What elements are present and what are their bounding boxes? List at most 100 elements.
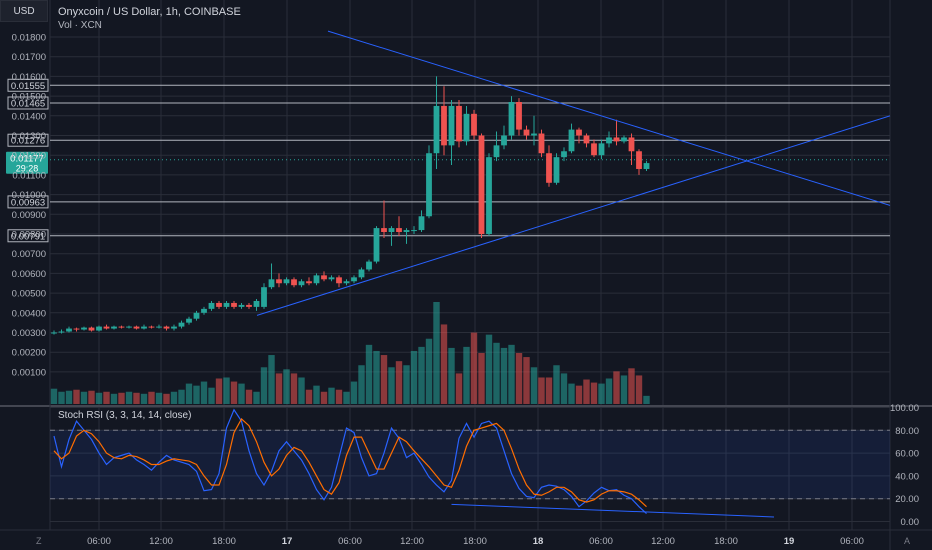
- candle-body: [111, 326, 117, 329]
- candle-body: [523, 129, 530, 136]
- volume-bar: [635, 375, 643, 404]
- volume-bar: [553, 365, 560, 404]
- candle-body: [208, 302, 215, 309]
- volume-bar: [275, 373, 283, 404]
- candle-body: [133, 326, 140, 329]
- price-tick-label: 0.00600: [12, 269, 46, 280]
- volume-bar: [103, 391, 110, 404]
- time-tick-label: 12:00: [149, 536, 173, 547]
- volume-bar: [268, 355, 275, 404]
- candle-body: [441, 105, 447, 146]
- volume-bar: [245, 389, 253, 404]
- time-tick-label: 18:00: [463, 536, 487, 547]
- volume-bar: [163, 393, 170, 404]
- candle-body: [538, 133, 545, 154]
- volume-bar: [583, 379, 590, 404]
- volume-bar: [455, 373, 463, 404]
- candle-body: [81, 327, 87, 330]
- candle-body: [51, 332, 57, 334]
- candle-body: [471, 113, 477, 136]
- timezone-button[interactable]: Z: [36, 536, 42, 546]
- level-tag: [7, 96, 49, 110]
- volume-bar: [223, 377, 230, 404]
- candle-body: [486, 157, 492, 234]
- candle-body: [283, 279, 290, 284]
- candle-body: [418, 216, 425, 231]
- volume-bar: [358, 365, 365, 404]
- volume-bar: [515, 353, 523, 404]
- volume-bar: [290, 373, 298, 404]
- price-tick-label: 0.01800: [12, 33, 46, 44]
- price-tick-label: 0.01000: [12, 190, 46, 201]
- volume-bar: [148, 391, 155, 404]
- volume-bar: [440, 324, 448, 404]
- price-tick-label: 0.00400: [12, 308, 46, 319]
- volume-bar: [140, 393, 148, 404]
- level-tag: [7, 195, 49, 209]
- price-tick-label: 0.01700: [12, 52, 46, 63]
- volume-bar: [373, 350, 380, 404]
- candle-body: [561, 151, 567, 158]
- volume-bar: [335, 389, 343, 404]
- volume-bar: [350, 381, 358, 404]
- volume-bar: [500, 347, 508, 404]
- candle-body: [576, 129, 582, 136]
- rsi-tick-label: 0.00: [901, 517, 920, 528]
- candle-body: [276, 279, 282, 284]
- rsi-tick-label: 100.00: [890, 403, 919, 414]
- level-tag-label: 0.01555: [11, 81, 45, 92]
- volume-bar: [343, 391, 350, 404]
- candle-body: [546, 153, 552, 183]
- price-tick-label: 0.01100: [12, 170, 46, 181]
- candle-body: [636, 151, 642, 169]
- rsi-tick-label: 40.00: [895, 471, 919, 482]
- volume-bar: [260, 367, 268, 404]
- volume-bars: [50, 302, 650, 404]
- volume-bar: [628, 368, 635, 404]
- candle-body: [516, 102, 522, 130]
- chart-title: Onyxcoin / US Dollar, 1h, COINBASE: [58, 6, 241, 18]
- volume-bar: [328, 387, 335, 404]
- volume-bar: [73, 389, 80, 404]
- countdown-label: 29:28: [16, 164, 39, 174]
- candle-body: [643, 163, 650, 169]
- level-tag-label: 0.00791: [11, 231, 45, 242]
- candle-body: [456, 105, 462, 142]
- time-tick-label: 17: [282, 536, 293, 547]
- time-tick-label: 12:00: [651, 536, 675, 547]
- time-tick-label: 19: [784, 536, 795, 547]
- candle-body: [118, 326, 125, 328]
- volume-bar: [523, 357, 530, 404]
- volume-bar: [208, 387, 215, 404]
- rsi-band-fill: [50, 430, 890, 499]
- volume-bar: [305, 389, 313, 404]
- candle-body: [253, 300, 260, 307]
- rsi-series-d: [53, 417, 647, 508]
- volume-bar: [508, 344, 515, 404]
- price-tick-label: 0.01600: [12, 72, 46, 83]
- candle-body: [321, 275, 327, 280]
- candle-body: [606, 137, 612, 144]
- candle-body: [531, 133, 537, 136]
- auto-scale-button[interactable]: A: [904, 536, 911, 546]
- candle-body: [501, 135, 507, 146]
- volume-bar: [230, 381, 238, 404]
- candle-body: [88, 327, 95, 331]
- candle-body: [103, 326, 110, 329]
- candle-body: [261, 287, 267, 307]
- level-tag: [7, 229, 49, 243]
- currency-button[interactable]: USD: [0, 0, 48, 22]
- candle-body: [448, 105, 455, 146]
- volume-bar: [470, 332, 478, 404]
- candle-body: [201, 308, 207, 313]
- level-tag-label: 0.01276: [11, 136, 45, 147]
- candle-body: [583, 135, 590, 144]
- volume-bar: [95, 392, 103, 404]
- volume-bar: [485, 334, 493, 404]
- candle-body: [328, 277, 335, 280]
- volume-bar: [185, 383, 193, 404]
- volume-bar: [538, 377, 545, 404]
- candle-body: [403, 230, 410, 233]
- candle-body: [493, 145, 500, 158]
